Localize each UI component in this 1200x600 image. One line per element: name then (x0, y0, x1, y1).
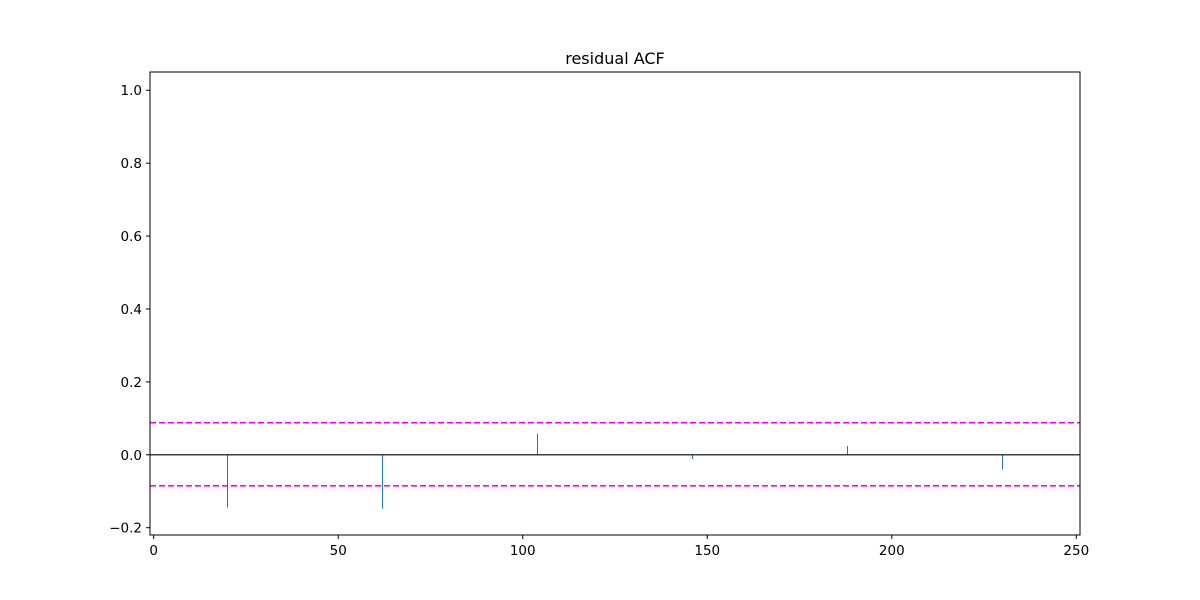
y-tick-label: 0.2 (121, 375, 142, 391)
x-tick-label: 150 (694, 543, 720, 559)
chart-title: residual ACF (565, 49, 665, 68)
x-tick-label: 200 (879, 543, 905, 559)
x-tick-label: 100 (510, 543, 536, 559)
x-tick-label: 250 (1063, 543, 1089, 559)
y-tick-label: 0.6 (121, 229, 142, 245)
plot-frame (149, 71, 1081, 536)
y-tick-label: 0.0 (121, 448, 142, 464)
y-tick-label: 1.0 (121, 83, 142, 99)
x-tick-label: 50 (330, 543, 347, 559)
y-tick-label: 0.8 (121, 156, 142, 172)
plot-area (150, 421, 1080, 509)
axes: 0 50 100 150 200 250 −0.2 0.0 0.2 0.4 0.6 0.8 1.0 (109, 71, 1089, 559)
y-tick-label: 0.4 (121, 302, 142, 318)
x-tick-label: 0 (149, 543, 158, 559)
y-tick-label: −0.2 (109, 521, 142, 537)
